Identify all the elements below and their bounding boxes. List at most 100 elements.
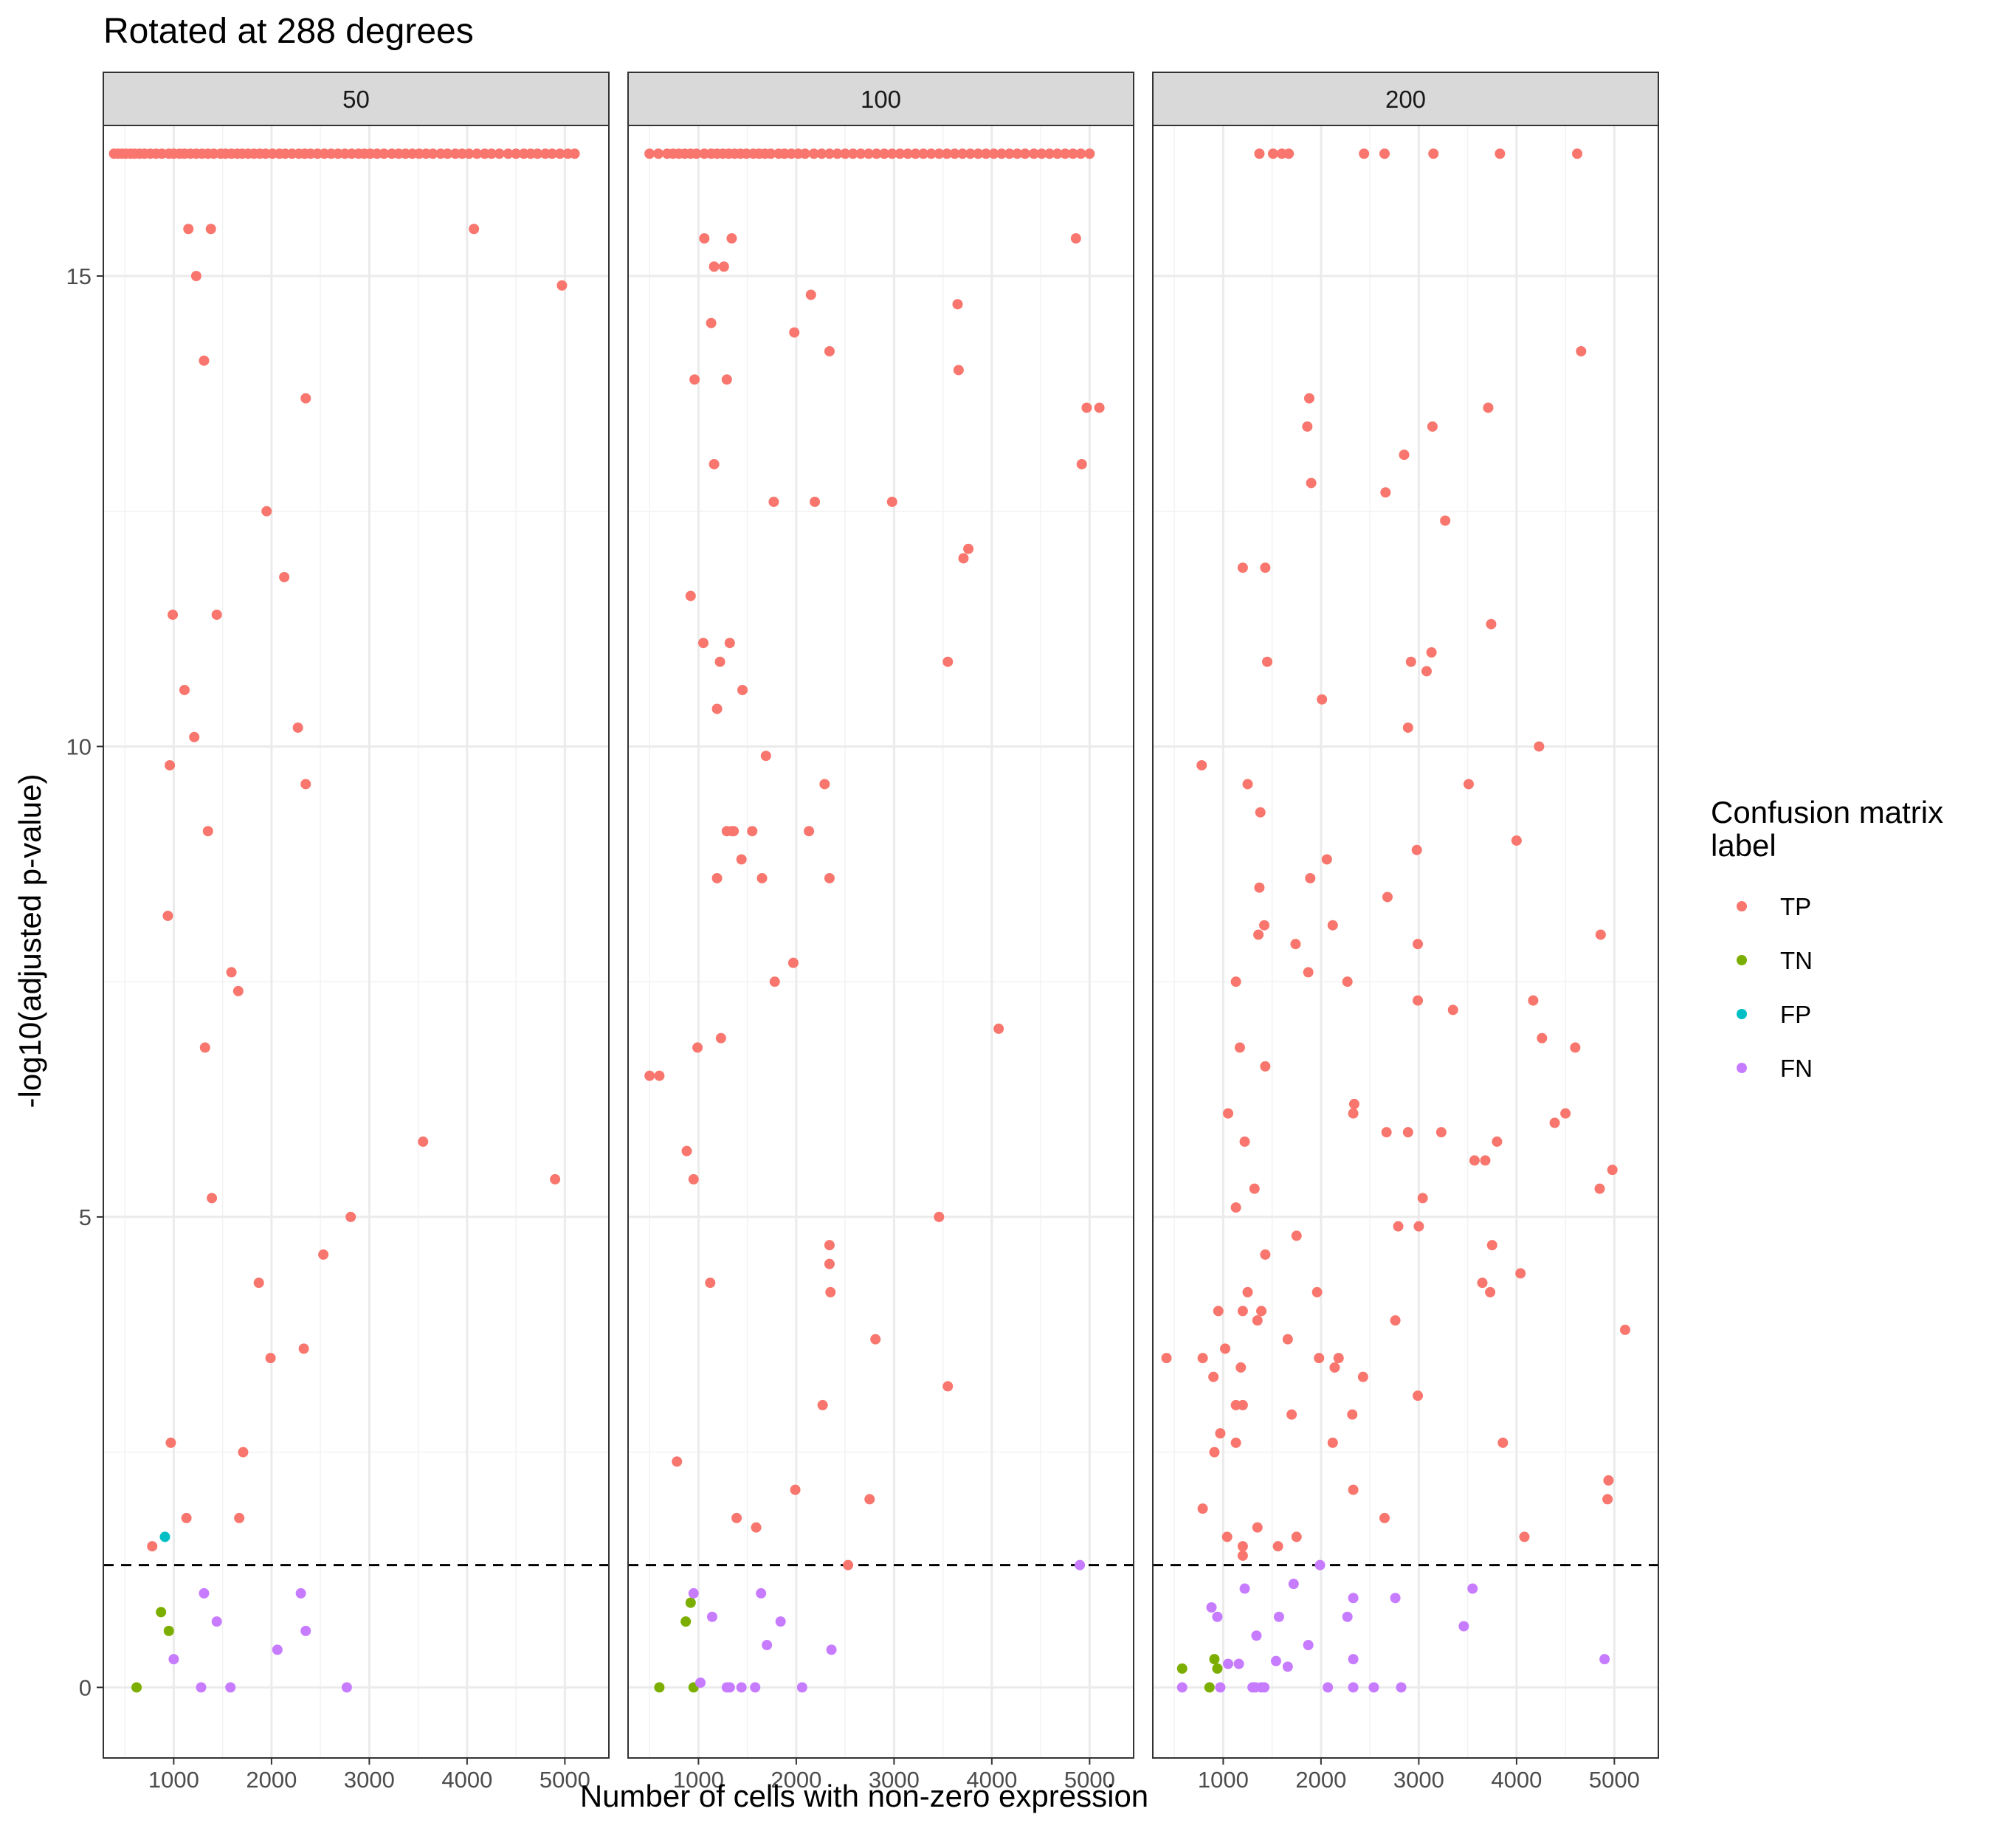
x-tick-label: 3000: [1393, 1767, 1444, 1793]
data-point-tp: [298, 1343, 309, 1354]
data-point-tp: [980, 148, 991, 159]
data-point-tp: [1291, 1531, 1302, 1542]
data-point-tp: [709, 261, 720, 272]
data-point-fn: [1273, 1611, 1284, 1622]
data-point-tp: [1256, 1306, 1267, 1317]
data-point-tp: [1286, 1409, 1297, 1420]
data-point-tp: [824, 345, 835, 356]
data-point-tp: [1237, 1550, 1248, 1561]
data-point-tp: [1242, 1286, 1253, 1297]
data-point-tp: [1486, 1240, 1497, 1251]
data-point-tp: [1440, 515, 1451, 526]
data-point-tp: [1329, 1362, 1340, 1373]
data-point-tp: [957, 148, 968, 159]
data-point-tp: [379, 148, 390, 159]
data-point-tp: [556, 280, 568, 291]
data-point-tp: [1314, 1353, 1325, 1364]
data-point-tp: [1305, 872, 1316, 883]
data-point-fp: [159, 1531, 170, 1542]
data-point-tp: [843, 1559, 854, 1571]
data-point-tp: [168, 609, 179, 620]
data-point-tp: [1379, 148, 1390, 159]
x-tick-label: 4000: [1491, 1767, 1542, 1793]
x-axis-title: Number of cells with non-zero expression: [580, 1779, 1148, 1813]
data-point-tp: [1485, 1286, 1496, 1297]
data-point-tp: [1223, 1108, 1234, 1119]
data-point-tp: [1576, 345, 1587, 356]
data-point-tp: [1067, 148, 1078, 159]
data-point-tp: [1447, 1004, 1458, 1016]
data-point-tn: [1176, 1663, 1187, 1674]
data-point-fn: [1270, 1655, 1281, 1666]
facet-strip: [103, 72, 610, 126]
data-point-tp: [810, 496, 821, 507]
data-point-tp: [805, 289, 816, 300]
data-point-tp: [550, 1173, 561, 1185]
data-point-tp: [942, 656, 954, 667]
data-point-tp: [181, 1512, 192, 1523]
data-point-tp: [726, 232, 737, 244]
data-point-tp: [1282, 1334, 1293, 1345]
data-point-tp: [731, 1512, 742, 1523]
data-point-tp: [1262, 656, 1273, 667]
legend-label-fn: FN: [1780, 1055, 1813, 1082]
data-point-tp: [1342, 976, 1353, 987]
data-point-tp: [1239, 1136, 1250, 1147]
data-point-tp: [765, 148, 776, 159]
data-point-fn: [1176, 1682, 1187, 1693]
data-point-tp: [1237, 1541, 1248, 1552]
data-point-fn: [196, 1682, 207, 1693]
legend-key-fn: [1737, 1063, 1747, 1073]
facet-panel-100: 100 1000 2000 3000 4000 5000: [627, 72, 1134, 1793]
data-point-tp: [1260, 562, 1271, 573]
data-point-fn: [1212, 1611, 1223, 1622]
data-point-fn: [1206, 1602, 1217, 1613]
data-point-tp: [1399, 449, 1410, 461]
data-point-tp: [1036, 148, 1047, 159]
data-point-tp: [1483, 402, 1494, 413]
data-point-tp: [769, 976, 780, 987]
data-point-tp: [689, 374, 700, 385]
data-point-tp: [953, 365, 964, 376]
data-point-tp: [808, 148, 819, 159]
data-point-tp: [1197, 1503, 1208, 1514]
data-point-fn: [688, 1587, 699, 1599]
data-point-tp: [1495, 148, 1506, 159]
data-point-tp: [238, 1447, 249, 1458]
data-point-tp: [1084, 148, 1095, 159]
data-point-tp: [1463, 779, 1474, 790]
data-point-tp: [1249, 1183, 1260, 1194]
data-point-tp: [934, 1211, 945, 1222]
data-point-tp: [1254, 148, 1265, 159]
data-point-fn: [1314, 1559, 1326, 1571]
data-point-fn: [1303, 1640, 1314, 1651]
data-point-tp: [789, 327, 800, 338]
data-point-tp: [1260, 1061, 1271, 1072]
data-point-tp: [993, 1023, 1004, 1034]
data-point-tp: [300, 393, 311, 404]
legend-label-fp: FP: [1780, 1001, 1811, 1028]
data-point-tp: [760, 751, 771, 762]
data-point-tp: [165, 1437, 176, 1448]
legend-title: Confusion matrix label: [1711, 795, 1952, 863]
data-point-fn: [695, 1678, 706, 1689]
data-point-tp: [1230, 976, 1241, 987]
data-point-tp: [886, 148, 897, 159]
data-point-tp: [1242, 779, 1253, 790]
data-point-tp: [715, 1032, 726, 1044]
data-point-tp: [1413, 995, 1424, 1006]
data-point-tp: [894, 148, 906, 159]
data-point-tp: [211, 609, 222, 620]
data-point-tp: [824, 872, 835, 883]
data-point-tp: [1221, 1531, 1233, 1542]
data-point-fn: [724, 1682, 735, 1693]
data-point-fn: [750, 1682, 761, 1693]
data-point-tp: [963, 543, 974, 554]
legend-label-tp: TP: [1780, 893, 1811, 920]
data-point-tp: [688, 1173, 699, 1185]
data-point-tp: [1302, 421, 1313, 432]
x-tick-label: 5000: [540, 1767, 590, 1793]
data-point-tp: [799, 148, 810, 159]
panel-border: [103, 125, 610, 1759]
data-point-tp: [1595, 929, 1606, 940]
